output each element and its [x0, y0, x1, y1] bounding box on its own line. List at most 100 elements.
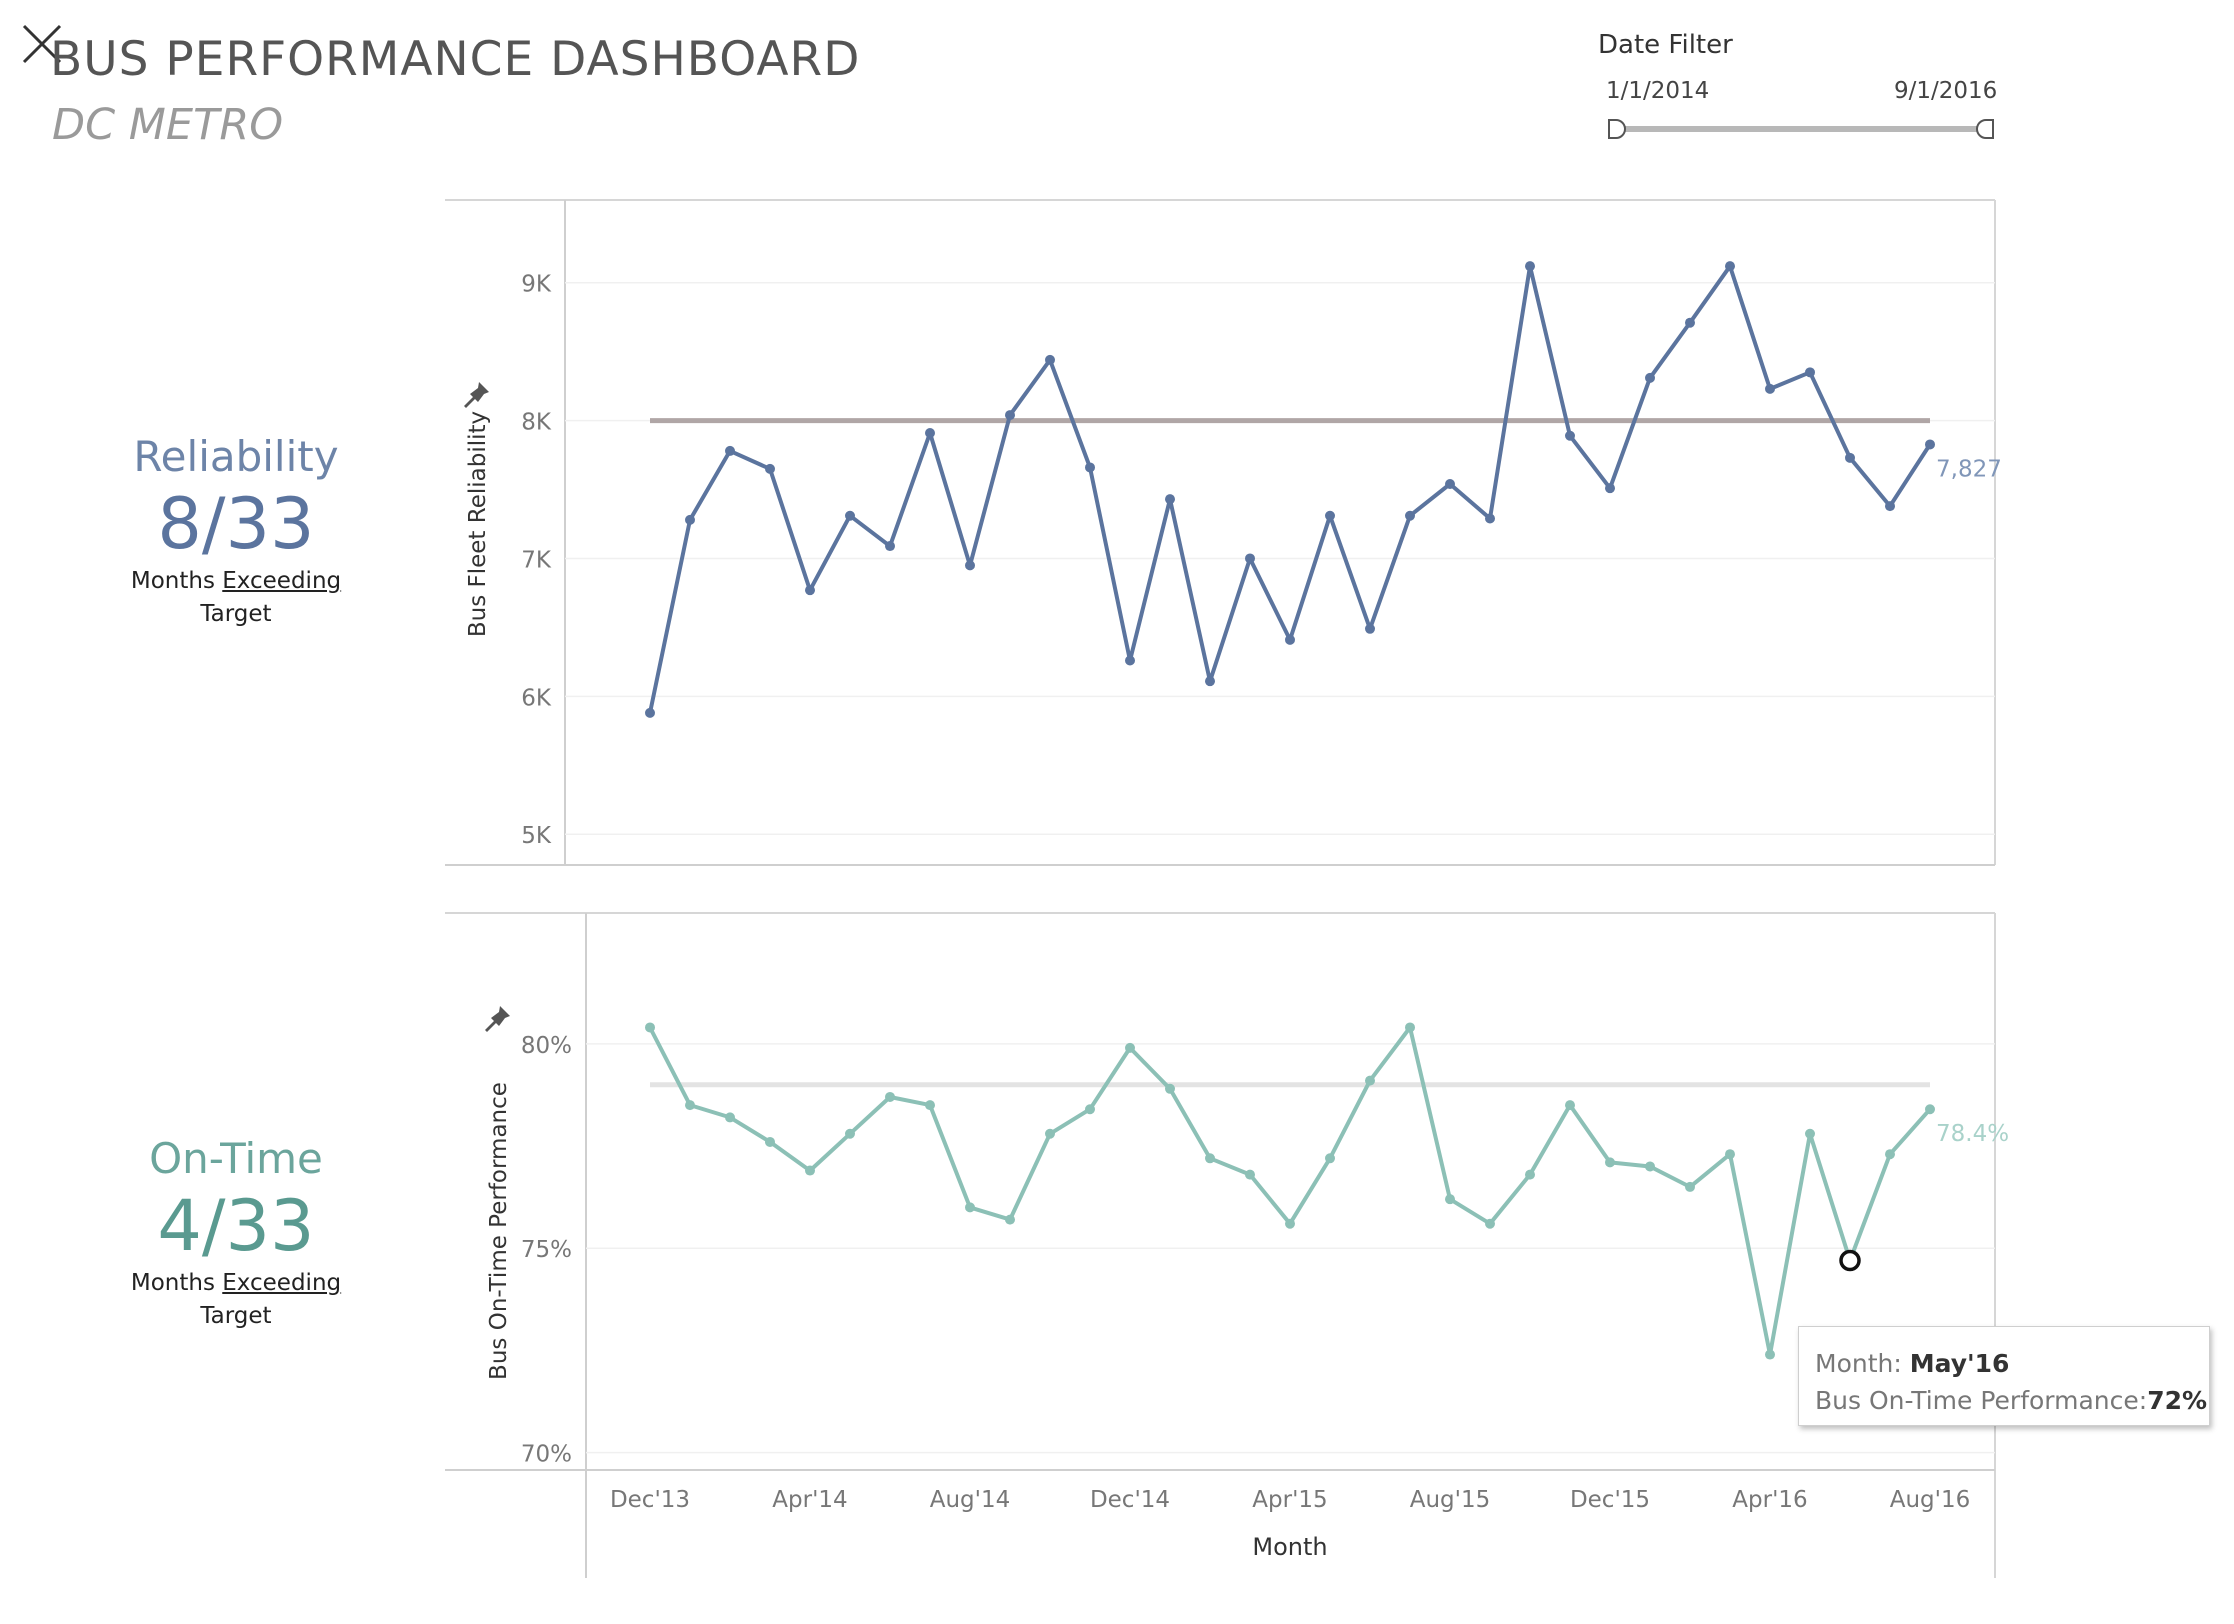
data-point: [1805, 1128, 1815, 1139]
ontime-kpi-name: On-Time: [149, 1134, 323, 1183]
data-point: [1005, 410, 1015, 421]
reliability-chart: 5K 6K 7K 8K 9K Bus Fleet Reliability 7,827: [445, 199, 2002, 866]
x-axis-title: Month: [1252, 1533, 1327, 1561]
data-point: [1525, 1169, 1535, 1180]
kpi-caption-suffix: Target: [200, 601, 272, 627]
data-point: [1565, 1100, 1575, 1111]
data-point: [765, 463, 775, 474]
ontime-kpi-caption: Months Exceeding Target: [86, 1267, 386, 1333]
ontime-kpi-value: 4/33: [157, 1185, 315, 1267]
x-tick-label: Apr'15: [1252, 1487, 1327, 1513]
tooltip-metric-label: Bus On-Time Performance:: [1815, 1386, 2148, 1415]
data-point: [965, 560, 975, 571]
data-point: [1485, 513, 1495, 524]
kpi-caption-link[interactable]: Exceeding: [222, 568, 342, 594]
x-tick-label: Aug'14: [930, 1487, 1011, 1513]
data-point: [1045, 1128, 1055, 1139]
date-filter-label: Date Filter: [1598, 30, 1733, 60]
dashboard-title: BUS PERFORMANCE DASHBOARD: [50, 32, 861, 87]
data-point: [1525, 261, 1535, 272]
data-point: [1805, 367, 1815, 378]
data-point: [1605, 1157, 1615, 1168]
data-point: [845, 1128, 855, 1139]
end-value-label: 7,827: [1936, 456, 2002, 482]
data-point: [965, 1202, 975, 1213]
pin-icon: [464, 382, 489, 408]
data-point: [1005, 1214, 1015, 1225]
data-point: [925, 1100, 935, 1111]
x-tick-label: Dec'13: [610, 1487, 690, 1513]
kpi-caption-prefix: Months: [130, 1270, 223, 1296]
data-point: [1485, 1218, 1495, 1229]
data-point: [1885, 1149, 1895, 1160]
data-point: [1165, 1083, 1175, 1094]
x-tick-label: Apr'16: [1732, 1487, 1807, 1513]
tooltip-month-label: Month:: [1815, 1349, 1910, 1378]
close-icon[interactable]: [20, 22, 66, 68]
y-tick-label: 70%: [521, 1442, 572, 1468]
slider-end-handle[interactable]: [1976, 119, 1994, 139]
data-point: [885, 1091, 895, 1102]
date-filter-end: 9/1/2016: [1894, 78, 1998, 104]
x-tick-label: Dec'15: [1570, 1487, 1650, 1513]
data-point: [1325, 1153, 1335, 1164]
data-point: [1685, 317, 1695, 328]
data-point: [1685, 1181, 1695, 1192]
dashboard-subtitle: DC METRO: [52, 100, 284, 150]
data-point: [1565, 430, 1575, 441]
data-point: [765, 1136, 775, 1147]
data-point: [1405, 1022, 1415, 1033]
series-line: [648, 1025, 1932, 1357]
data-point: [1325, 510, 1335, 521]
data-point: [1365, 1075, 1375, 1086]
data-point: [1645, 1161, 1655, 1172]
reliability-kpi-value: 8/33: [157, 483, 315, 565]
y-tick-label: 7K: [521, 547, 552, 573]
data-point: [1285, 634, 1295, 645]
data-point: [685, 514, 695, 525]
data-point: [1645, 372, 1655, 383]
data-point: [925, 428, 935, 439]
data-point: [725, 445, 735, 456]
kpi-caption-prefix: Months: [130, 568, 223, 594]
data-point: [1045, 354, 1055, 365]
y-tick-label: 8K: [521, 410, 552, 436]
x-tick-label: Aug'16: [1890, 1487, 1971, 1513]
data-point: [1205, 1153, 1215, 1164]
y-tick-label: 5K: [521, 823, 552, 849]
tooltip-month-value: May'16: [1909, 1349, 2010, 1378]
data-point: [1285, 1218, 1295, 1229]
data-point: [1245, 1169, 1255, 1180]
data-point: [1445, 479, 1455, 490]
reliability-kpi-name: Reliability: [133, 432, 339, 481]
kpi-caption-link[interactable]: Exceeding: [222, 1270, 342, 1296]
y-tick-label: 6K: [521, 685, 552, 711]
data-point: [1445, 1194, 1455, 1205]
slider-start-handle[interactable]: [1608, 119, 1626, 139]
y-axis-title: Bus On-Time Performance: [486, 1082, 512, 1380]
y-axis-title: Bus Fleet Reliability: [465, 411, 491, 637]
data-point: [1165, 494, 1175, 505]
end-value-label: 78.4%: [1936, 1121, 2009, 1147]
data-point: [1725, 1149, 1735, 1160]
x-tick-label: Apr'14: [772, 1487, 847, 1513]
data-point: [1405, 510, 1415, 521]
date-filter-start: 1/1/2014: [1606, 78, 1710, 104]
data-point: [1365, 623, 1375, 634]
data-point: [1605, 483, 1615, 494]
highlighted-point: [1839, 1249, 1861, 1272]
data-point: [645, 1022, 655, 1033]
reliability-kpi-caption: Months Exceeding Target: [86, 565, 386, 631]
y-tick-label: 75%: [521, 1237, 572, 1263]
data-point: [1925, 439, 1935, 450]
ontime-kpi: On-Time 4/33 Months Exceeding Target: [86, 1134, 386, 1333]
data-point: [805, 1165, 815, 1176]
reliability-kpi: Reliability 8/33 Months Exceeding Target: [86, 432, 386, 631]
data-point: [885, 541, 895, 552]
y-tick-label: 9K: [521, 272, 552, 298]
data-point: [725, 1112, 735, 1123]
date-range-slider[interactable]: [1606, 118, 1996, 140]
data-point: [1125, 655, 1135, 666]
data-point: [1845, 452, 1855, 463]
